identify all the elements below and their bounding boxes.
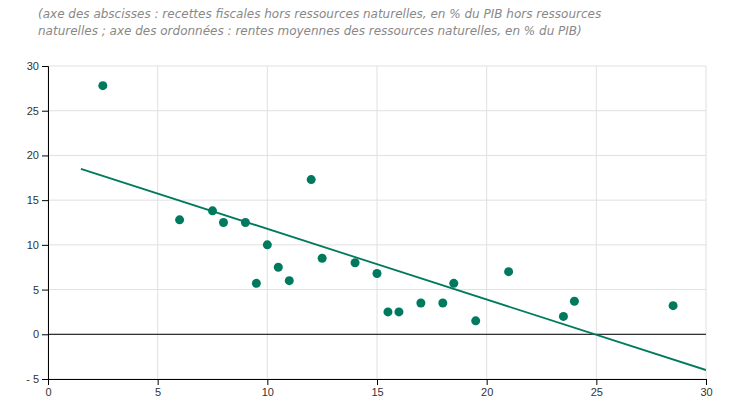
y-tick-label: 10 [27,239,39,251]
subtitle-line: (axe des abscisses : recettes fiscales h… [38,7,601,21]
point [383,307,392,316]
y-tick: 0 [33,328,48,340]
y-tick-mark [42,379,48,380]
grid-line-x [267,66,268,379]
y-axis-line [42,67,49,380]
x-tick-label: 20 [481,386,493,398]
subtitle-line: naturelles ; axe des ordonnées : rentes … [38,24,582,38]
y-tick-mark [42,200,48,201]
y-tick: 5 [33,284,48,296]
x-tick-label: 5 [155,386,161,398]
y-tick-mark [42,334,48,335]
y-tick: 25 [27,105,48,117]
x-axis: 0 5 10 15 20 25 30 [45,379,712,398]
grid [48,66,706,379]
grid-line-x [377,66,378,379]
x-tick: 30 [700,379,712,398]
y-tick: 20 [27,149,48,161]
point [471,316,480,325]
y-tick: 10 [27,239,48,251]
y-tick: 15 [27,194,48,206]
grid-line-y [48,334,706,335]
grid-line-y [48,200,706,201]
y-tick-label: - 5 [26,373,39,385]
point [438,298,447,307]
plot: 0 5 10 15 20 25 30 - 5 0 5 10 15 20 25 30 [26,60,712,398]
y-tick-label: 30 [27,60,39,72]
x-tick-label: 10 [262,386,274,398]
x-tick-mark [267,379,268,385]
point [252,279,261,288]
regression-line [81,169,706,370]
x-tick-mark [706,379,707,385]
point [219,218,228,227]
point [175,215,184,224]
x-tick-label: 30 [700,386,712,398]
x-tick: 15 [371,379,383,398]
chart: (axe des abscisses : recettes fiscales h… [0,0,730,409]
y-tick-label: 20 [27,149,39,161]
grid-line-x [486,66,487,379]
point [504,267,513,276]
subtitle: (axe des abscisses : recettes fiscales h… [38,7,601,38]
point [274,263,283,272]
point [307,175,316,184]
x-tick: 20 [481,379,493,398]
point [318,254,327,263]
y-tick: 30 [27,60,48,72]
x-tick: 0 [45,379,51,398]
grid-line-x [157,66,158,379]
point [449,279,458,288]
grid-line-y [48,244,706,245]
point [373,269,382,278]
point [559,312,568,321]
y-axis: - 5 0 5 10 15 20 25 30 [26,60,48,385]
grid-line-y [48,110,706,111]
y-tick-label: 15 [27,194,39,206]
point [285,276,294,285]
x-tick-label: 0 [45,386,51,398]
point [570,297,579,306]
point [98,81,107,90]
y-tick-label: 0 [33,328,39,340]
y-tick-mark [42,245,48,246]
x-tick: 25 [591,379,603,398]
point [394,307,403,316]
x-tick-label: 25 [591,386,603,398]
x-tick-mark [377,379,378,385]
grid-line-x [706,66,707,379]
point [351,258,360,267]
x-tick: 5 [155,379,161,398]
x-tick-mark [596,379,597,385]
y-tick-label: 25 [27,105,39,117]
x-tick-label: 15 [371,386,383,398]
grid-line-y [48,155,706,156]
x-axis-line [49,380,707,386]
point [669,301,678,310]
x-tick-mark [487,379,488,385]
grid-line-y [48,66,706,67]
x-tick: 10 [262,379,274,398]
y-tick-mark [42,290,48,291]
y-tick-mark [42,155,48,156]
point [416,298,425,307]
y-tick: - 5 [26,373,48,385]
grid-line-x [596,66,597,379]
y-tick-mark [42,66,48,67]
marks [48,81,706,370]
grid-line-y [48,289,706,290]
reference-line [48,334,706,335]
point [263,240,272,249]
y-tick-label: 5 [33,284,39,296]
x-tick-mark [158,379,159,385]
y-tick-mark [42,111,48,112]
